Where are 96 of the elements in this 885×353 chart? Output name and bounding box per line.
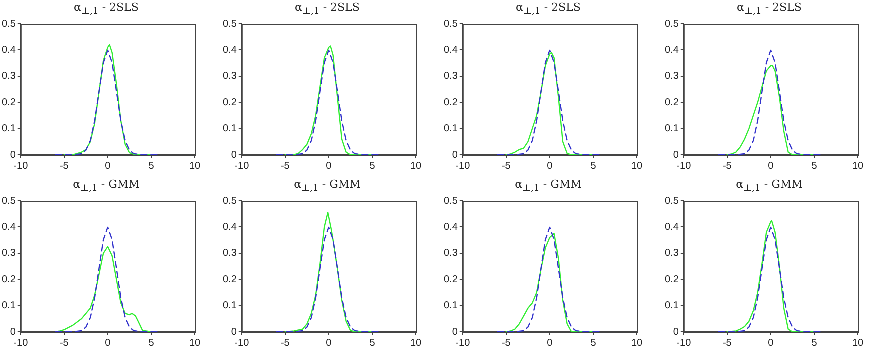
y-tick-label: 0.5: [444, 196, 458, 207]
y-tick-label: 0.2: [444, 97, 458, 108]
y-tick-label: 0.1: [664, 300, 680, 312]
y-tick-label: 0.1: [444, 300, 458, 312]
y-tick-label: 0.2: [2, 97, 16, 108]
y-tick-label: 0: [673, 150, 680, 161]
y-tick-label: 0.4: [444, 222, 458, 233]
y-tick-label: 0.4: [222, 44, 238, 56]
y-tick-label: 0: [10, 150, 16, 161]
y-tick-label: 0.1: [222, 300, 238, 312]
y-tick-label: 0.1: [444, 124, 458, 135]
y-tick-label: 0: [231, 150, 238, 161]
x-tick-label: 5: [148, 160, 155, 172]
x-tick-label: 0: [105, 160, 112, 172]
chart-title: α$_{⊥,1}$ - GMM: [735, 178, 804, 194]
y-tick-label: 0.1: [2, 300, 16, 312]
x-tick-label: -10: [456, 160, 471, 172]
y-tick-label: 0.3: [444, 71, 458, 82]
y-tick-label: 0.2: [222, 274, 238, 286]
x-tick-label: 0: [768, 338, 774, 349]
y-tick-label: 0.5: [444, 18, 458, 30]
x-tick-label: -5: [60, 338, 70, 349]
y-tick-label: 0.2: [2, 274, 16, 286]
y-tick-label: 0.3: [222, 248, 238, 260]
x-tick-label: 0: [105, 338, 112, 349]
y-tick-label: 0.5: [664, 18, 680, 30]
x-tick-label: 0: [326, 160, 332, 172]
chart-title: α$_{⊥,1}$ - GMM: [72, 178, 141, 194]
y-tick-label: 0.1: [664, 124, 680, 135]
y-tick-label: 0.4: [444, 44, 458, 56]
x-tick-label: -10: [676, 338, 692, 349]
y-tick-label: 0.2: [664, 97, 680, 108]
y-tick-label: 0.3: [2, 71, 16, 82]
chart-title: α$_{⊥,1}$ - GMM: [293, 178, 362, 194]
x-tick-label: 0: [547, 338, 554, 349]
x-tick-label: 5: [812, 160, 818, 172]
x-tick-label: -5: [722, 160, 732, 172]
x-tick-label: 5: [370, 338, 376, 349]
y-tick-label: 0.2: [222, 97, 238, 108]
y-tick-label: 0.4: [664, 44, 680, 56]
chart-title: α$_{⊥,1}$ - 2SLS: [736, 1, 803, 18]
x-tick-label: 10: [189, 160, 201, 172]
chart-title: α$_{⊥,1}$ - GMM: [514, 178, 583, 194]
x-tick-label: -5: [280, 338, 290, 349]
x-tick-label: 0: [768, 160, 774, 172]
x-tick-label: 10: [410, 160, 422, 172]
y-tick-label: 0.4: [664, 222, 680, 233]
y-tick-label: 0.5: [2, 18, 16, 30]
x-tick-label: 10: [852, 160, 864, 172]
chart-title: α$_{⊥,1}$ - 2SLS: [73, 1, 140, 18]
y-tick-label: 0.4: [2, 44, 16, 56]
y-tick-label: 0: [10, 326, 16, 338]
x-tick-label: 5: [148, 338, 155, 349]
x-tick-label: 10: [631, 160, 643, 172]
chart-title: α$_{⊥,1}$ - 2SLS: [294, 1, 361, 18]
y-tick-label: 0.5: [222, 18, 238, 30]
y-tick-label: 0.4: [2, 222, 16, 233]
x-tick-label: 0: [547, 160, 554, 172]
y-tick-label: 0.4: [222, 222, 238, 233]
x-tick-label: -10: [14, 160, 29, 172]
x-tick-label: -5: [280, 160, 290, 172]
x-tick-label: -10: [676, 160, 692, 172]
y-tick-label: 0.5: [2, 196, 16, 207]
y-tick-label: 0: [673, 326, 680, 338]
x-tick-label: 5: [590, 338, 597, 349]
y-tick-label: 0: [452, 150, 458, 161]
x-tick-label: 0: [326, 338, 332, 349]
x-tick-label: -10: [14, 338, 29, 349]
y-tick-label: 0.5: [664, 196, 680, 207]
y-tick-label: 0.2: [444, 274, 458, 286]
x-tick-label: 10: [189, 338, 201, 349]
x-tick-label: -5: [502, 338, 512, 349]
y-tick-label: 0.3: [2, 248, 16, 260]
y-tick-label: 0.5: [222, 196, 238, 207]
y-tick-label: 0.1: [2, 124, 16, 135]
chart-title: α$_{⊥,1}$ - 2SLS: [515, 1, 582, 18]
y-tick-label: 0.3: [444, 248, 458, 260]
x-tick-label: -10: [234, 338, 250, 349]
x-tick-label: -5: [60, 160, 70, 172]
x-tick-label: 5: [370, 160, 376, 172]
x-tick-label: 5: [812, 338, 818, 349]
y-tick-label: 0.3: [664, 71, 680, 82]
x-tick-label: 5: [590, 160, 597, 172]
x-tick-label: 10: [631, 338, 643, 349]
x-tick-label: -10: [234, 160, 250, 172]
y-tick-label: 0.1: [222, 124, 238, 135]
x-tick-label: 10: [852, 338, 864, 349]
y-tick-label: 0.2: [664, 274, 680, 286]
y-tick-label: 0: [452, 326, 458, 338]
x-tick-label: -5: [502, 160, 512, 172]
x-tick-label: 10: [410, 338, 422, 349]
y-tick-label: 0: [231, 326, 238, 338]
x-tick-label: -10: [456, 338, 471, 349]
x-tick-label: -5: [722, 338, 732, 349]
y-tick-label: 0.3: [664, 248, 680, 260]
y-tick-label: 0.3: [222, 71, 238, 82]
